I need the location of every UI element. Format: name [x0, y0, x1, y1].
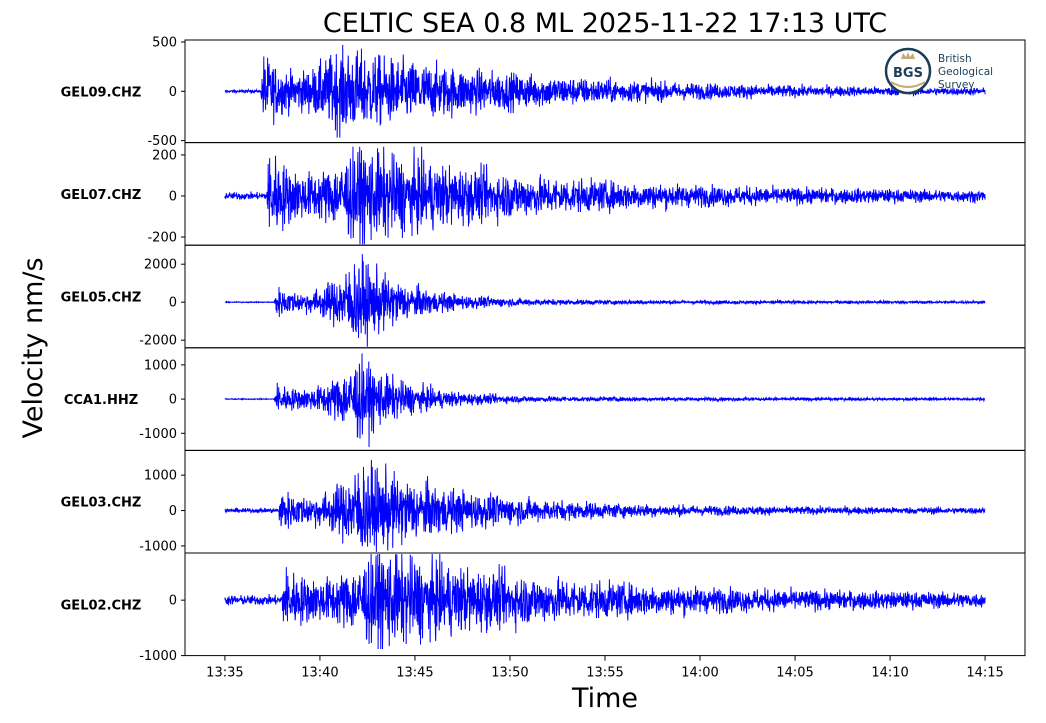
station-label: GEL05.CHZ	[61, 291, 142, 306]
x-tick-label: 13:35	[206, 666, 243, 681]
trace-panel: CCA1.HHZ 1000 0 -1000	[64, 347, 1026, 451]
station-label: GEL07.CHZ	[61, 188, 142, 203]
crown-icon	[901, 52, 915, 59]
y-axis-title: Velocity nm/s	[18, 257, 49, 438]
y-tick-label: -200	[147, 230, 177, 245]
bgs-logo-line1: British	[938, 53, 972, 65]
trace-panel: GEL02.CHZ 0 -1000	[61, 552, 1026, 664]
x-axis: 13:35 13:40 13:45 13:50 13:55 14:00 14:05 14:10…	[206, 655, 1004, 681]
station-label: GEL03.CHZ	[61, 496, 142, 511]
x-tick-label: 13:40	[301, 666, 338, 681]
trace-panel: GEL09.CHZ 500 0 -500	[61, 35, 1026, 149]
y-tick-label: -1000	[139, 539, 177, 554]
x-axis-title: Time	[571, 683, 638, 714]
x-tick-label: 14:00	[681, 666, 718, 681]
y-tick-label: 0	[169, 504, 177, 519]
station-label: GEL02.CHZ	[61, 598, 142, 613]
panel-frame	[184, 244, 1026, 349]
y-tick-label: -500	[147, 134, 177, 149]
y-tick-label: 0	[169, 85, 177, 100]
bgs-logo: BGS British Geological Survey	[884, 47, 993, 95]
x-tick-label: 13:50	[491, 666, 528, 681]
y-tick-label: -1000	[139, 649, 177, 664]
x-tick-label: 13:45	[396, 666, 433, 681]
trace-panels: GEL09.CHZ5000-500GEL07.CHZ2000-200GEL05.…	[61, 35, 1026, 664]
y-tick-label: -2000	[139, 334, 177, 349]
x-tick-label: 14:05	[776, 666, 813, 681]
y-tick-label: -1000	[139, 427, 177, 442]
chart-title: CELTIC SEA 0.8 ML 2025-11-22 17:13 UTC	[323, 8, 887, 39]
panel-frame	[184, 449, 1026, 554]
station-label: GEL09.CHZ	[61, 85, 142, 100]
y-tick-label: 500	[152, 35, 177, 50]
waveform-trace	[224, 44, 986, 138]
waveform-trace	[224, 459, 986, 553]
bgs-logo-ring-icon	[884, 47, 932, 95]
y-tick-label: 0	[169, 393, 177, 408]
bgs-logo-abbr: BGS	[893, 66, 923, 81]
y-tick-label: 1000	[144, 469, 177, 484]
y-tick-label: 2000	[144, 258, 177, 273]
waveform-trace	[224, 553, 986, 649]
bgs-logo-line3: Survey	[938, 79, 975, 91]
waveform-trace	[224, 146, 986, 245]
trace-panel: GEL07.CHZ 200 0 -200	[61, 142, 1026, 246]
station-label: CCA1.HHZ	[64, 393, 138, 408]
x-tick-label: 14:15	[966, 666, 1003, 681]
waveform-trace	[224, 353, 986, 447]
trace-panel: GEL05.CHZ 2000 0 -2000	[61, 244, 1026, 349]
y-tick-label: 0	[169, 189, 177, 204]
y-tick-label: 0	[169, 594, 177, 609]
y-tick-label: 0	[169, 296, 177, 311]
y-tick-label: 1000	[144, 358, 177, 373]
waveform-trace	[224, 254, 986, 347]
x-tick-label: 14:10	[871, 666, 908, 681]
bgs-logo-line2: Geological	[938, 66, 993, 78]
x-tick-label: 13:55	[586, 666, 623, 681]
y-tick-label: 200	[152, 148, 177, 163]
logo-swoosh-icon	[890, 81, 926, 88]
